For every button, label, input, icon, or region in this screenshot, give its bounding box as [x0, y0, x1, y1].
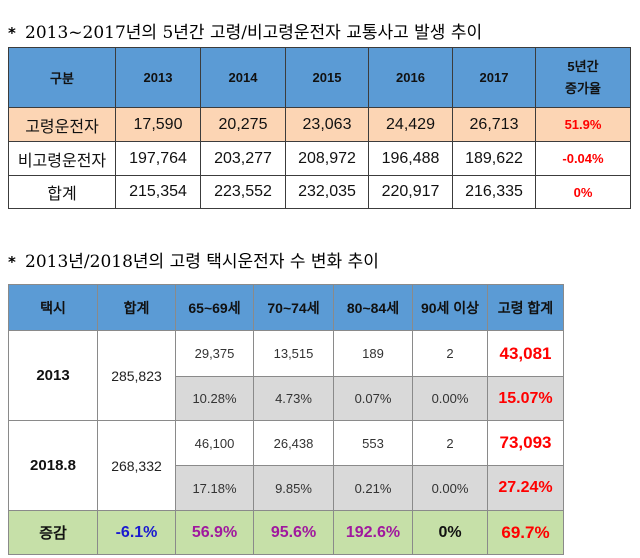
value-cell: 208,972 [285, 141, 369, 176]
value-cell: 17,590 [115, 107, 201, 142]
section2-title-text: 2013년/2018년의 고령 택시운전자 수 변화 추이 [25, 252, 379, 272]
share-cell: 0.21% [333, 465, 413, 511]
share-cell: 10.28% [175, 376, 254, 421]
growth-rate-cell: 51.9% [535, 107, 631, 142]
count-cell: 29,375 [175, 330, 254, 377]
table-row-2018-counts: 2018.8 268,332 46,100 26,438 553 2 73,09… [8, 420, 564, 511]
change-label: 증감 [8, 510, 98, 555]
taxi-total-cell: 285,823 [97, 330, 176, 421]
elderly-share-cell: 27.24% [487, 465, 564, 511]
value-cell: 20,275 [200, 107, 286, 142]
count-cell: 46,100 [175, 420, 254, 466]
header-age-70-74: 70~74세 [253, 284, 334, 331]
table-row-change: 증감 -6.1% 56.9% 95.6% 192.6% 0% 69.7% [8, 510, 564, 555]
year-label: 2013 [8, 330, 98, 421]
table-header-row: 택시 합계 65~69세 70~74세 80~84세 90세 이상 고령 합계 [8, 284, 564, 331]
elderly-taxi-driver-table: 택시 합계 65~69세 70~74세 80~84세 90세 이상 고령 합계 … [8, 284, 564, 555]
header-growth-rate-line1: 5년간 [567, 58, 599, 74]
value-cell: 23,063 [285, 107, 369, 142]
section1-title: * 2013~2017년의 5년간 고령/비고령운전자 교통사고 발생 추이 [8, 21, 482, 45]
table-row-2013-counts: 2013 285,823 29,375 13,515 189 2 43,081 [8, 330, 564, 421]
title-bullet: * [8, 253, 16, 271]
value-cell: 215,354 [115, 175, 201, 209]
elderly-total-cell: 73,093 [487, 420, 564, 466]
share-cell: 0.00% [412, 376, 488, 421]
header-category: 구분 [8, 47, 116, 108]
count-cell: 553 [333, 420, 413, 466]
value-cell: 220,917 [368, 175, 453, 209]
value-cell: 223,552 [200, 175, 286, 209]
count-cell: 2 [412, 420, 488, 466]
elderly-share-cell: 15.07% [487, 376, 564, 421]
count-cell: 189 [333, 330, 413, 377]
table-row-2013-shares: 10.28% 4.73% 0.07% 0.00% 15.07% [9, 376, 564, 421]
header-year-2017: 2017 [452, 47, 536, 108]
header-year-2014: 2014 [200, 47, 286, 108]
share-cell: 0.00% [412, 465, 488, 511]
growth-rate-cell: 0% [535, 175, 631, 209]
change-total-cell: -6.1% [97, 510, 176, 555]
value-cell: 24,429 [368, 107, 453, 142]
row-label: 비고령운전자 [8, 141, 116, 176]
count-cell: 26,438 [253, 420, 334, 466]
table-row-2018-shares: 17.18% 9.85% 0.21% 0.00% 27.24% [9, 465, 564, 511]
change-age-80-84-cell: 192.6% [333, 510, 413, 555]
table-row-non-elderly-drivers: 비고령운전자 197,764 203,277 208,972 196,488 1… [8, 141, 631, 176]
header-growth-rate-line2: 증가율 [565, 80, 601, 96]
header-growth-rate: 5년간 증가율 [535, 47, 631, 108]
year-label: 2018.8 [8, 420, 98, 511]
header-year-2013: 2013 [115, 47, 201, 108]
change-age-70-74-cell: 95.6% [253, 510, 334, 555]
value-cell: 26,713 [452, 107, 536, 142]
section2-title: * 2013년/2018년의 고령 택시운전자 수 변화 추이 [8, 250, 379, 274]
share-cell: 9.85% [253, 465, 334, 511]
header-age-90-plus: 90세 이상 [412, 284, 488, 331]
change-age-90-plus-cell: 0% [412, 510, 488, 555]
header-age-65-69: 65~69세 [175, 284, 254, 331]
growth-rate-cell: -0.04% [535, 141, 631, 176]
change-age-65-69-cell: 56.9% [175, 510, 254, 555]
value-cell: 232,035 [285, 175, 369, 209]
header-total: 합계 [97, 284, 176, 331]
row-label: 합계 [8, 175, 116, 209]
header-taxi: 택시 [8, 284, 98, 331]
section1-title-text: 2013~2017년의 5년간 고령/비고령운전자 교통사고 발생 추이 [25, 23, 483, 43]
change-elderly-total-cell: 69.7% [487, 510, 564, 555]
value-cell: 189,622 [452, 141, 536, 176]
header-year-2015: 2015 [285, 47, 369, 108]
table-row-total: 합계 215,354 223,552 232,035 220,917 216,3… [8, 175, 631, 209]
row-label: 고령운전자 [8, 107, 116, 142]
header-age-80-84: 80~84세 [333, 284, 413, 331]
table-row-elderly-drivers: 고령운전자 17,590 20,275 23,063 24,429 26,713… [8, 107, 631, 142]
taxi-total-cell: 268,332 [97, 420, 176, 511]
elderly-total-cell: 43,081 [487, 330, 564, 377]
share-cell: 0.07% [333, 376, 413, 421]
driver-accident-trend-table: 구분 2013 2014 2015 2016 2017 5년간 증가율 고령운전… [8, 47, 631, 209]
header-elderly-total: 고령 합계 [487, 284, 564, 331]
title-bullet: * [8, 24, 16, 42]
value-cell: 196,488 [368, 141, 453, 176]
table-header-row: 구분 2013 2014 2015 2016 2017 5년간 증가율 [8, 47, 631, 108]
share-cell: 17.18% [175, 465, 254, 511]
count-cell: 13,515 [253, 330, 334, 377]
value-cell: 203,277 [200, 141, 286, 176]
share-cell: 4.73% [253, 376, 334, 421]
value-cell: 197,764 [115, 141, 201, 176]
header-year-2016: 2016 [368, 47, 453, 108]
value-cell: 216,335 [452, 175, 536, 209]
count-cell: 2 [412, 330, 488, 377]
